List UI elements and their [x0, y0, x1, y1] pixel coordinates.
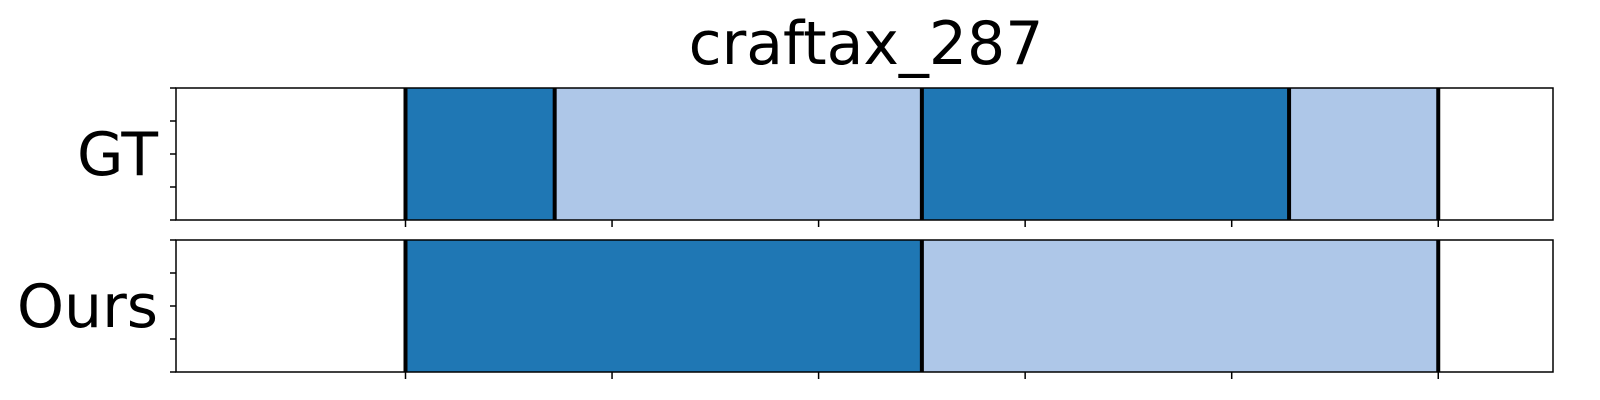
row-label-ours: Ours — [17, 272, 158, 342]
segment-gt-2 — [554, 88, 922, 220]
segment-ours-1 — [405, 240, 922, 372]
row-label-gt: GT — [77, 120, 158, 190]
segment-ours-0 — [176, 240, 406, 372]
chart-rows: GT Ours — [17, 87, 1554, 379]
segment-ours-3 — [1438, 240, 1553, 372]
segment-gt-0 — [176, 88, 406, 220]
segment-gt-5 — [1438, 88, 1553, 220]
segment-gt-4 — [1289, 88, 1439, 220]
chart-title: craftax_287 — [689, 9, 1044, 79]
segment-gt-3 — [921, 88, 1290, 220]
segment-gt-1 — [405, 88, 555, 220]
segment-ours-2 — [921, 240, 1439, 372]
